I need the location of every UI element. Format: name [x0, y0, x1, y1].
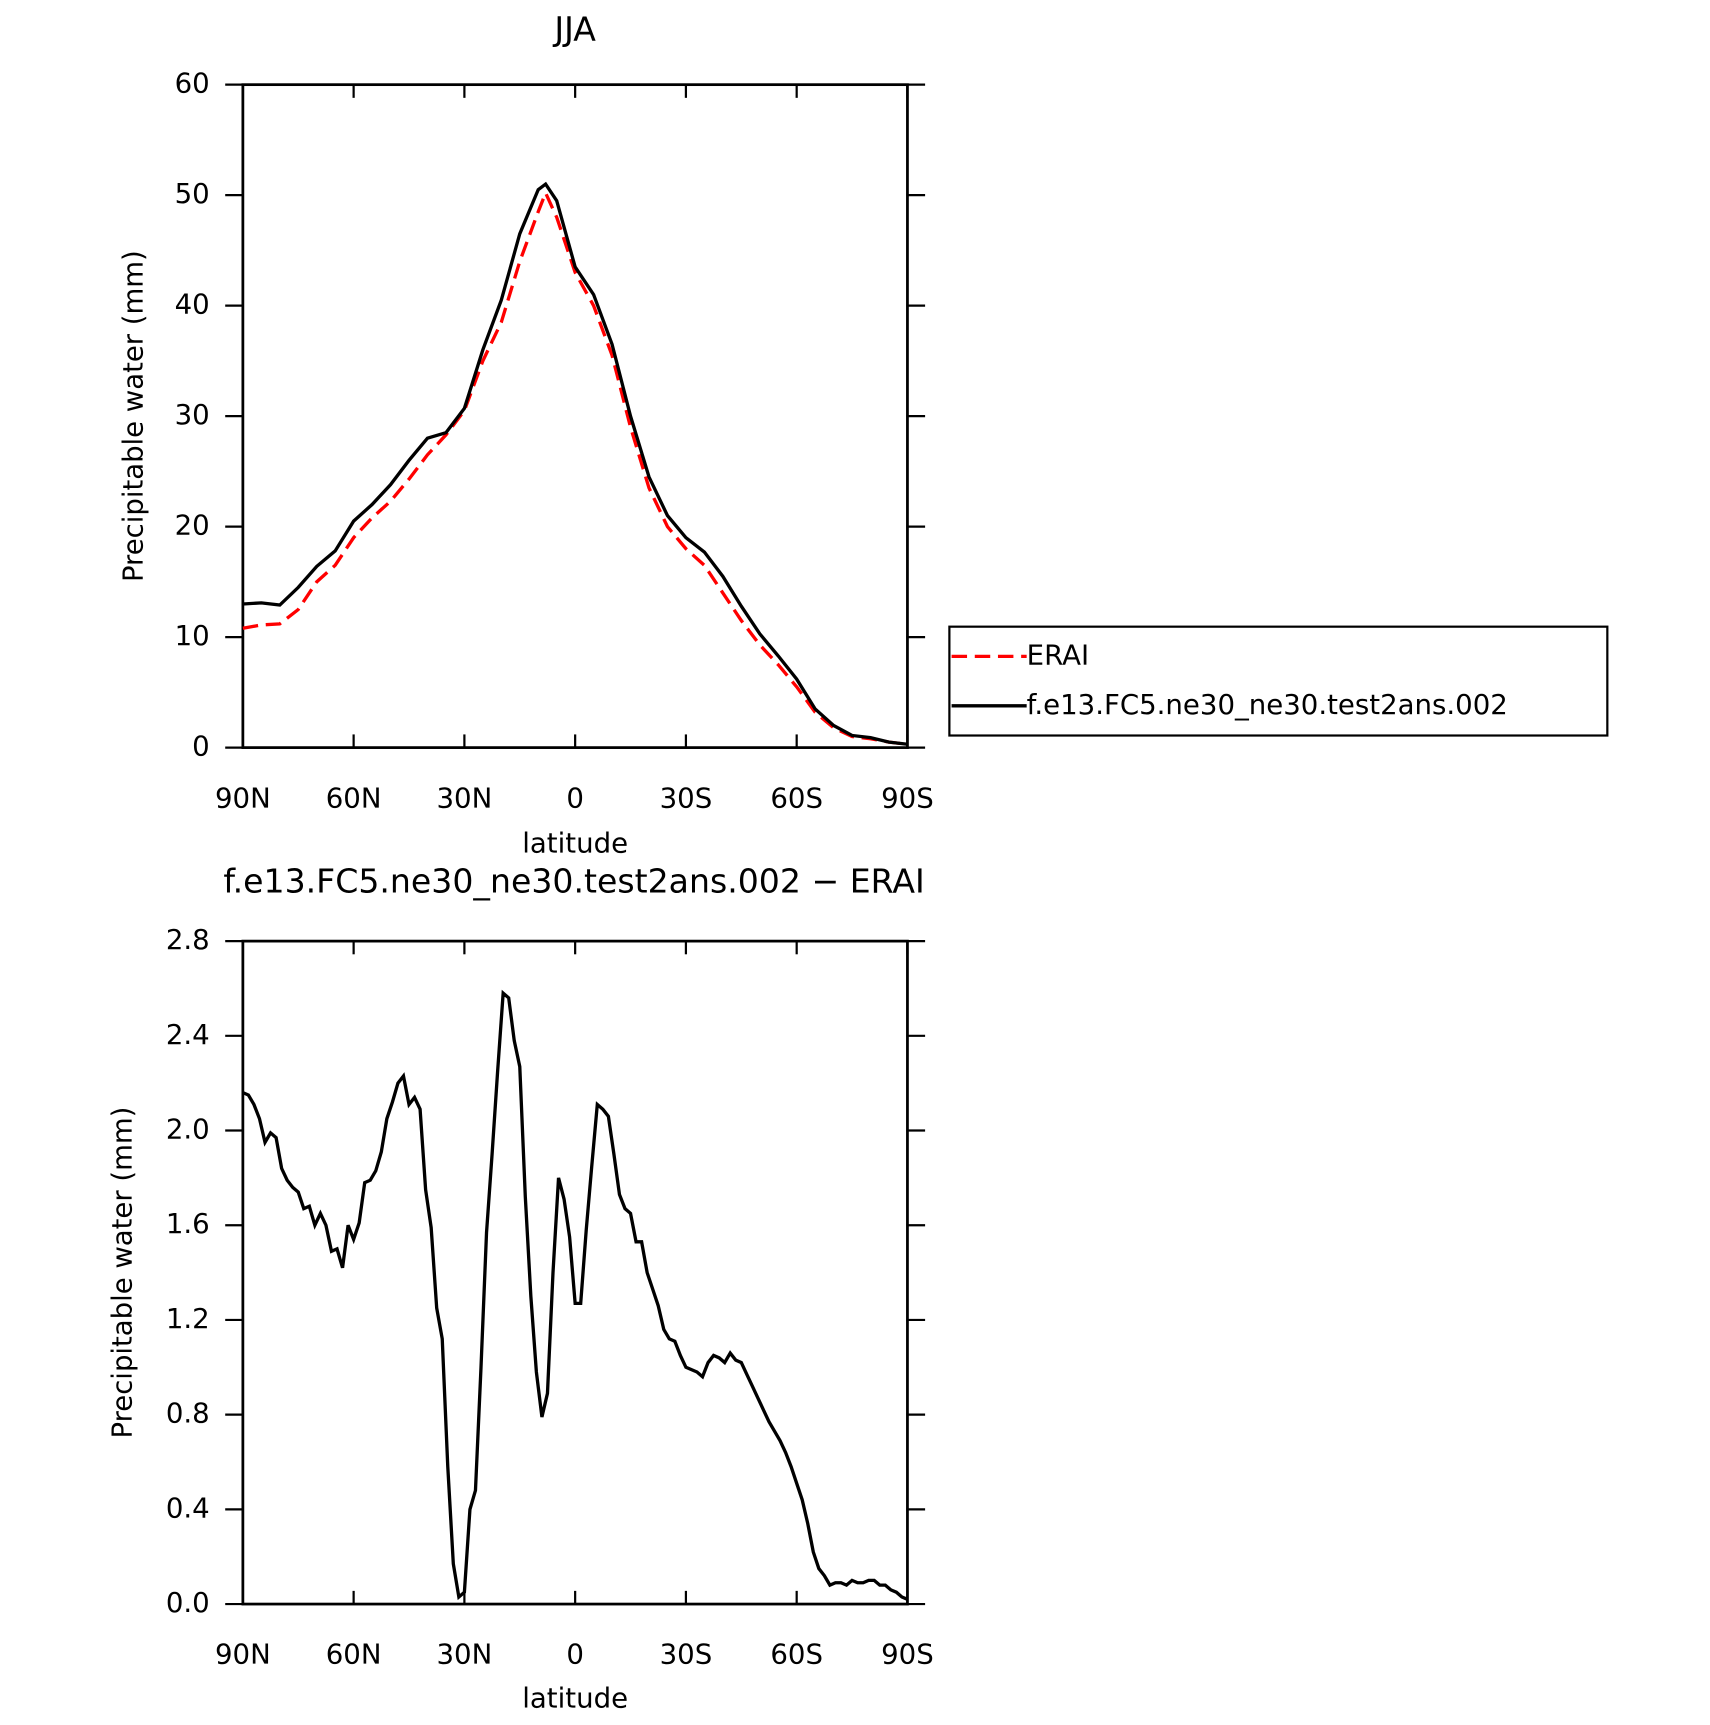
x-tick-label: 60N [326, 782, 382, 814]
data-line [242, 989, 909, 1601]
y-tick-label: 2.8 [166, 924, 210, 956]
y-axis-label: Precipitable water (mm) [118, 250, 150, 582]
y-tick-label: 1.2 [166, 1303, 210, 1335]
x-tick-label: 60S [770, 782, 823, 814]
y-tick-label: 10 [175, 620, 210, 652]
data-line [242, 188, 908, 746]
x-tick-label: 30S [660, 782, 713, 814]
x-tick-label: 90S [881, 782, 934, 814]
data-line [242, 181, 908, 746]
plot-frame [241, 83, 909, 749]
plot-frame [241, 939, 909, 1606]
x-tick-label: 90N [215, 1639, 271, 1671]
y-tick-label: 0.0 [166, 1587, 210, 1619]
y-tick-label: 60 [175, 68, 210, 100]
y-axis-label: Precipitable water (mm) [107, 1107, 139, 1439]
x-axis-label: latitude [522, 1683, 628, 1715]
legend-label: f.e13.FC5.ne30_ne30.test2ans.002 [1027, 689, 1508, 721]
y-tick-label: 2.0 [166, 1114, 210, 1146]
x-tick-label: 0 [566, 782, 584, 814]
y-tick-label: 0.4 [166, 1492, 210, 1524]
y-tick-label: 40 [175, 289, 210, 321]
x-tick-label: 90S [881, 1639, 934, 1671]
y-tick-label: 2.4 [166, 1019, 210, 1051]
chart-title: JJA [552, 9, 596, 48]
x-tick-label: 30N [437, 782, 493, 814]
legend-label: ERAI [1027, 639, 1090, 671]
y-tick-label: 20 [175, 510, 210, 542]
y-tick-label: 50 [175, 178, 210, 210]
y-tick-label: 30 [175, 399, 210, 431]
x-tick-label: 60N [326, 1639, 382, 1671]
x-tick-label: 30S [660, 1639, 713, 1671]
y-tick-label: 0.8 [166, 1398, 210, 1430]
chart-title: f.e13.FC5.ne30_ne30.test2ans.002 − ERAI [223, 861, 924, 900]
x-tick-label: 30N [437, 1639, 493, 1671]
y-tick-label: 0 [192, 731, 210, 763]
x-tick-label: 90N [215, 782, 271, 814]
legend-box [948, 625, 1609, 737]
y-tick-label: 1.6 [166, 1208, 210, 1240]
x-tick-label: 60S [770, 1639, 823, 1671]
x-axis-label: latitude [522, 827, 628, 859]
x-tick-label: 0 [566, 1639, 584, 1671]
